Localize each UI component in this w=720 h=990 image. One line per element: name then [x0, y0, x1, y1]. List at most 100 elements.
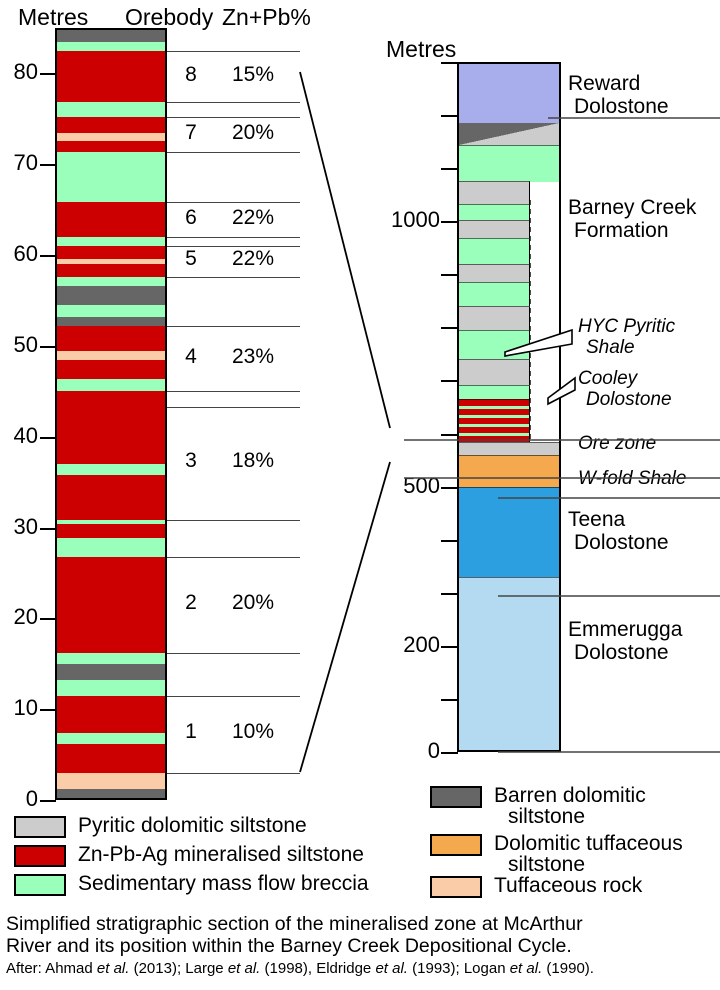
left-tick-40 [40, 436, 56, 439]
left-bed-barren_dolomitic_siltstone [57, 30, 165, 42]
orebody-rule [167, 117, 300, 118]
left-tick-label-30: 30 [13, 513, 38, 539]
orebody-rule [167, 772, 300, 774]
right-bed-emmerugga_dolostone [459, 576, 559, 750]
right-unit-3: Teena Dolostone [568, 508, 718, 554]
orebody-rule [167, 276, 300, 278]
left-header-orebody: Orebody [125, 4, 214, 30]
left-tick-label-70: 70 [13, 150, 38, 176]
right-tick-label-0: 0 [427, 738, 440, 763]
orebody-number-8: 8 [185, 62, 197, 86]
orebody-grade-4: 23% [231, 344, 275, 368]
orebody-rule [167, 102, 300, 104]
right-bed-dolomitic_tuffaceous_siltstone [459, 454, 559, 488]
left-bed-mineralised_siltstone [57, 523, 165, 539]
left-tick-20 [40, 618, 56, 621]
orebody-grade-2: 20% [231, 590, 275, 614]
orebody-grade-8: 15% [231, 62, 275, 86]
left-bed-mass_flow_breccia [57, 152, 165, 203]
orebody-rule [167, 245, 300, 247]
legend-swatch-tuffaceous_rock [430, 876, 482, 898]
left-bed-mass_flow_breccia [57, 520, 165, 524]
right-bed-reward_dolostone [459, 64, 559, 125]
left-bed-mineralised_siltstone [57, 743, 165, 773]
left-header-znpb: Zn+Pb% [222, 4, 311, 30]
annotation-3: Ore zone [578, 433, 720, 454]
caption-line-1: Simplified stratigraphic section of the … [6, 913, 583, 935]
legend-label-pyritic_dolomitic_siltstone: Pyritic dolomitic siltstone [78, 815, 378, 836]
left-bed-mineralised_siltstone [57, 202, 165, 237]
left-bed-barren_dolomitic_siltstone [57, 316, 165, 326]
right-unit-1: Reward Dolostone [568, 72, 718, 118]
right-bed-pyritic_dolomitic_siltstone [459, 359, 530, 386]
legend-label-line-1: Tuffaceous rock [494, 874, 643, 897]
right-tick-300 [441, 592, 458, 595]
right-tick-800 [441, 327, 458, 330]
legend-swatch-barren_dolomitic_siltstone [430, 786, 482, 808]
left-bed-barren_dolomitic_siltstone [57, 663, 165, 681]
left-bed-mass_flow_breccia [57, 732, 165, 744]
orebody-number-3: 3 [185, 449, 197, 473]
right-tick-700 [441, 380, 458, 383]
orebody-grade-7: 20% [231, 120, 275, 144]
orebody-rule [167, 152, 300, 154]
left-bed-mineralised_siltstone [57, 325, 165, 352]
left-tick-50 [40, 345, 56, 348]
right-bed-pyritic_dolomitic_siltstone [459, 181, 530, 205]
left-bed-mass_flow_breccia [57, 538, 165, 557]
orebody-number-7: 7 [185, 120, 197, 144]
left-tick-label-40: 40 [13, 422, 38, 448]
orebody-grade-3: 18% [231, 449, 275, 473]
caption-credit: After: Ahmad et al. (2013); Large et al.… [6, 960, 594, 977]
left-tick-10 [40, 709, 56, 712]
legend-label-tuffaceous_rock: Tuffaceous rock [494, 875, 720, 896]
left-bed-mineralised_siltstone [57, 695, 165, 733]
right-tick-200 [441, 645, 458, 648]
left-tick-label-10: 10 [13, 695, 38, 721]
left-bed-mineralised_siltstone [57, 474, 165, 521]
right-bed-pyritic_dolomitic_siltstone [459, 306, 530, 332]
right-bed-mass_flow_breccia [459, 145, 559, 183]
right-unit-4: Emmerugga Dolostone [568, 618, 718, 664]
legend-swatch-mineralised_siltstone [14, 845, 66, 867]
left-tick-80 [40, 73, 56, 76]
right-unit-name-2: Dolostone [574, 531, 669, 554]
left-stratigraphic-column [55, 28, 167, 800]
left-bed-mass_flow_breccia [57, 463, 165, 475]
right-tick-600 [441, 433, 458, 436]
right-bed-wedge [459, 123, 559, 146]
orebody-rule [167, 406, 300, 408]
legend-swatch-dolomitic_tuffaceous_siltstone [430, 834, 482, 856]
left-bed-tuffaceous_rock [57, 258, 165, 265]
legend-label-barren_dolomitic_siltstone: Barren dolomitic siltstone [494, 785, 720, 827]
left-bed-mass_flow_breccia [57, 41, 165, 51]
legend-label-mass_flow_breccia: Sedimentary mass flow breccia [78, 873, 378, 894]
right-unit-name: Emmerugga [568, 618, 683, 641]
left-tick-70 [40, 164, 56, 167]
orebody-grade-5: 22% [231, 247, 275, 271]
annotation-line-1: Cooley [578, 368, 638, 389]
left-bed-mass_flow_breccia [57, 236, 165, 246]
legend-label-line-1: Barren dolomitic [494, 784, 646, 807]
orebody-number-1: 1 [185, 720, 197, 744]
annotation-1: HYC Pyritic Shale [578, 316, 720, 358]
left-tick-60 [40, 255, 56, 258]
left-bed-barren_dolomitic_siltstone [57, 789, 165, 798]
left-bed-mineralised_siltstone [57, 360, 165, 380]
orebody-number-4: 4 [185, 344, 197, 368]
annotation-line-1: Ore zone [578, 433, 657, 454]
annotation-line-1: HYC Pyritic [578, 316, 676, 337]
right-tick-400 [441, 539, 458, 542]
annotation-2: Cooley Dolostone [578, 368, 720, 410]
left-bed-mineralised_siltstone [57, 264, 165, 277]
orebody-rule [167, 695, 300, 697]
right-tick-1000 [441, 221, 458, 224]
left-tick-30 [40, 527, 56, 530]
right-stratigraphic-column [457, 62, 561, 752]
right-tick-label-1000: 1000 [391, 207, 440, 233]
orebody-rule [167, 520, 300, 522]
orebody-number-2: 2 [185, 590, 197, 614]
left-tick-label-60: 60 [13, 241, 38, 267]
